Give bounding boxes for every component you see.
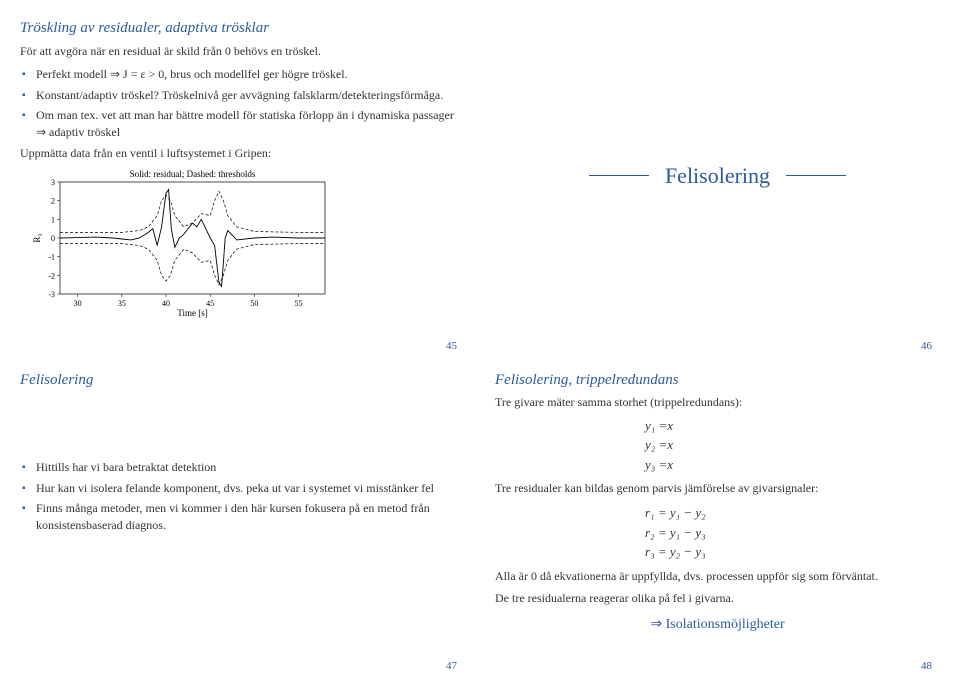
text-line: Alla är 0 då ekvationerna är uppfyllda, … — [495, 568, 940, 585]
svg-text:45: 45 — [206, 299, 214, 308]
data-note: Uppmätta data från en ventil i luftsyste… — [20, 145, 465, 162]
bullet-item: Perfekt modell ⇒ J = ε > 0, brus och mod… — [36, 66, 465, 83]
panel-title: Tröskling av residualer, adaptiva tröskl… — [20, 20, 465, 37]
conclusion-arrow: ⇒ Isolationsmöjligheter — [650, 617, 784, 632]
panel-title: Felisolering — [20, 372, 465, 389]
svg-text:-2: -2 — [48, 271, 55, 280]
page-number: 47 — [446, 660, 457, 672]
bullet-item: Hittills har vi bara betraktat detektion — [36, 459, 465, 476]
bullet-item: Finns många metoder, men vi kommer i den… — [36, 500, 465, 534]
intro-text: Tre givare mäter samma storhet (trippelr… — [495, 395, 940, 410]
rule-right — [786, 175, 846, 176]
equations-outputs: y₁ =x y₂ =x y₃ =x — [645, 416, 940, 475]
section-heading: Felisolering — [495, 20, 940, 332]
rule-left — [589, 175, 649, 176]
page-number: 48 — [921, 660, 932, 672]
equations-residuals: r₁ = y₁ − y₂ r₂ = y₁ − y₃ r₃ = y₂ − y₃ — [645, 503, 940, 562]
eq-line: y₂ =x — [645, 435, 940, 455]
page-number: 45 — [446, 340, 457, 352]
svg-text:30: 30 — [74, 299, 82, 308]
residual-chart: Solid: residual; Dashed: thresholds -3 -2 -… — [30, 168, 465, 332]
intro-text: För att avgöra när en residual är skild … — [20, 43, 465, 60]
heading-text: Felisolering — [665, 163, 770, 189]
panel-thresholding: Tröskling av residualer, adaptiva tröskl… — [20, 20, 465, 352]
svg-text:40: 40 — [162, 299, 170, 308]
eq-line: r₁ = y₁ − y₂ — [645, 503, 940, 523]
svg-text:-3: -3 — [48, 290, 55, 299]
svg-text:Time [s]: Time [s] — [177, 308, 207, 318]
chart-svg: Solid: residual; Dashed: thresholds -3 -2 -… — [30, 168, 330, 328]
svg-text:35: 35 — [118, 299, 126, 308]
panel-felisolering: Felisolering Hittills har vi bara betrak… — [20, 372, 465, 672]
svg-text:-1: -1 — [48, 252, 55, 261]
svg-text:3: 3 — [51, 178, 55, 187]
svg-text:1: 1 — [51, 215, 55, 224]
svg-text:2: 2 — [51, 196, 55, 205]
bullet-item: Hur kan vi isolera felande komponent, dv… — [36, 480, 465, 497]
svg-text:50: 50 — [250, 299, 258, 308]
bullet-item: Om man tex. vet att man har bättre model… — [36, 107, 465, 141]
panel-felisolering-title: Felisolering 46 — [495, 20, 940, 352]
page-number: 46 — [921, 340, 932, 352]
bullet-item: Konstant/adaptiv tröskel? Tröskelnivå ge… — [36, 87, 465, 104]
svg-text:0: 0 — [51, 234, 55, 243]
eq-line: r₂ = y₁ − y₃ — [645, 523, 940, 543]
eq-line: y₃ =x — [645, 455, 940, 475]
svg-text:R₃: R₃ — [32, 233, 42, 242]
text-line: De tre residualerna reagerar olika på fe… — [495, 590, 940, 607]
eq-line: r₃ = y₂ − y₃ — [645, 542, 940, 562]
mid-text: Tre residualer kan bildas genom parvis j… — [495, 480, 940, 497]
panel-triple-redundancy: Felisolering, trippelredundans Tre givar… — [495, 372, 940, 672]
bullet-list: Perfekt modell ⇒ J = ε > 0, brus och mod… — [20, 66, 465, 141]
svg-text:55: 55 — [295, 299, 303, 308]
svg-text:Solid: residual; Dashed: thre: Solid: residual; Dashed: thresholds — [130, 169, 256, 179]
panel-title: Felisolering, trippelredundans — [495, 372, 940, 389]
eq-line: y₁ =x — [645, 416, 940, 436]
bullet-list: Hittills har vi bara betraktat detektion… — [20, 459, 465, 534]
